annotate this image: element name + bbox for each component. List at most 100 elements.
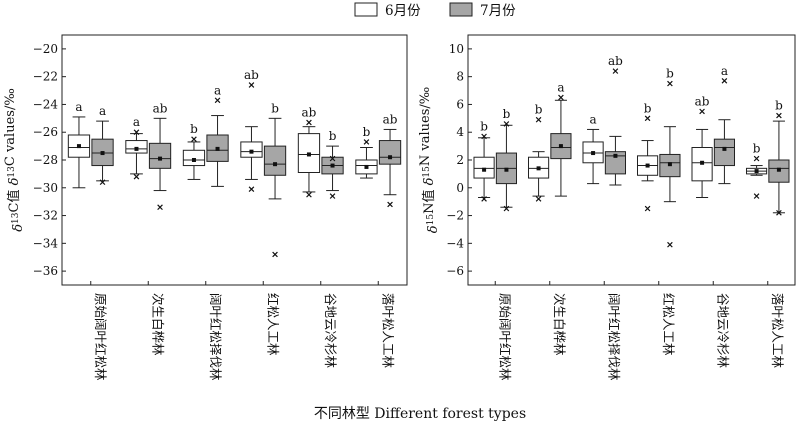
outlier-marker — [157, 204, 163, 211]
significance-label: a — [721, 64, 728, 78]
y-tick-label: 2 — [456, 153, 464, 167]
box-july: ab — [378, 112, 402, 208]
mean-marker — [330, 163, 335, 168]
mean-marker — [700, 160, 705, 165]
box-july: b — [768, 99, 790, 216]
significance-label: b — [644, 101, 652, 115]
significance-label: b — [190, 122, 198, 136]
box-body — [604, 151, 627, 175]
y-tick-label: 8 — [456, 70, 464, 84]
outlier-marker — [535, 196, 542, 202]
significance-label: b — [480, 119, 488, 133]
box-july: a — [713, 64, 736, 185]
outlier-marker — [191, 136, 197, 142]
y-axis-title: δ15N值 δ15N values/‰ — [418, 87, 441, 233]
mean-marker — [215, 146, 220, 151]
box-june: b — [355, 125, 378, 179]
y-tick-label: 0 — [456, 181, 464, 195]
mean-marker — [536, 166, 541, 171]
box-july: ab — [148, 101, 172, 211]
category-label: 落叶松人工林 — [380, 293, 395, 369]
box-body — [125, 140, 148, 154]
significance-label: b — [503, 107, 511, 121]
category-label: 次生白桦林 — [150, 293, 165, 356]
mean-marker — [613, 153, 618, 158]
outlier-marker — [644, 115, 651, 122]
box-june: a — [582, 112, 604, 185]
y-tick-label: −26 — [33, 125, 58, 139]
box-body — [378, 140, 402, 165]
mean-marker — [667, 162, 672, 167]
outlier-marker — [306, 191, 312, 198]
box-july: a — [206, 83, 229, 187]
box-july: b — [495, 107, 518, 212]
outlier-marker — [329, 193, 336, 199]
outlier-marker — [272, 251, 278, 258]
box-july: b — [659, 67, 681, 248]
category-label: 谷地云冷杉林 — [715, 293, 730, 369]
outlier-marker — [612, 68, 619, 74]
category-label: 落叶松人工林 — [770, 293, 785, 369]
box-june: b — [745, 142, 768, 199]
outlier-marker — [667, 80, 673, 87]
outlier-marker — [558, 94, 564, 101]
y-axis-title: δ13C值 δ13C values/‰ — [3, 88, 26, 232]
outlier-marker — [776, 112, 782, 119]
legend-swatch-july — [449, 2, 473, 17]
mean-marker — [504, 167, 509, 172]
outlier-marker — [699, 108, 705, 115]
significance-label: b — [535, 103, 543, 117]
box-july: b — [321, 129, 344, 199]
significance-label: b — [363, 125, 371, 139]
legend-swatch-june — [354, 2, 378, 17]
outlier-marker — [363, 139, 370, 145]
y-tick-label: 6 — [456, 97, 464, 111]
mean-marker — [134, 146, 139, 151]
outlier-marker — [503, 121, 510, 127]
outlier-marker — [99, 179, 106, 186]
significance-label: ab — [244, 68, 259, 82]
mean-marker — [158, 156, 163, 161]
category-label: 红松人工林 — [661, 293, 676, 356]
box-june: ab — [691, 94, 713, 198]
significance-label: ab — [695, 94, 710, 108]
outlier-marker — [776, 209, 782, 216]
box-body — [148, 142, 172, 169]
plot-frame — [61, 34, 408, 286]
mean-marker — [249, 149, 254, 154]
box-june: ab — [240, 68, 263, 192]
mean-marker — [482, 167, 487, 172]
significance-label: a — [589, 112, 596, 126]
outlier-marker — [329, 155, 336, 162]
significance-label: a — [133, 115, 140, 129]
outlier-marker — [481, 196, 487, 202]
category-label: 阔叶红松择伐林 — [606, 293, 621, 381]
significance-label: b — [753, 142, 761, 156]
panel-left-d13c: −36 −34 −32 −30 −28 −26 −24 −22 −20 δ13C值 δ13C va… — [3, 34, 408, 381]
box-july: ab — [604, 54, 627, 186]
y-tick-label: −30 — [33, 181, 58, 195]
y-tick-label: 10 — [449, 42, 464, 56]
y-tick-label: −36 — [33, 264, 58, 278]
mean-marker — [76, 144, 81, 149]
significance-label: ab — [383, 112, 398, 126]
box-july: a — [550, 81, 572, 197]
outlier-marker — [753, 155, 760, 162]
category-label: 谷地云冷杉林 — [323, 293, 338, 369]
box-june: a — [125, 115, 148, 180]
y-tick-label: 4 — [456, 125, 464, 139]
y-tick-label: −28 — [33, 153, 58, 167]
mean-marker — [558, 144, 563, 149]
outlier-marker — [721, 78, 728, 84]
significance-label: b — [329, 129, 337, 143]
significance-label: a — [557, 81, 564, 95]
box-body — [263, 145, 287, 176]
y-tick-label: −22 — [33, 70, 58, 84]
y-tick-label: −20 — [33, 42, 58, 56]
box-june: b — [473, 119, 495, 202]
y-tick-label: −34 — [33, 236, 59, 250]
significance-label: a — [99, 104, 106, 118]
outlier-marker — [667, 241, 673, 248]
category-label: 原始阔叶红松林 — [497, 293, 512, 381]
